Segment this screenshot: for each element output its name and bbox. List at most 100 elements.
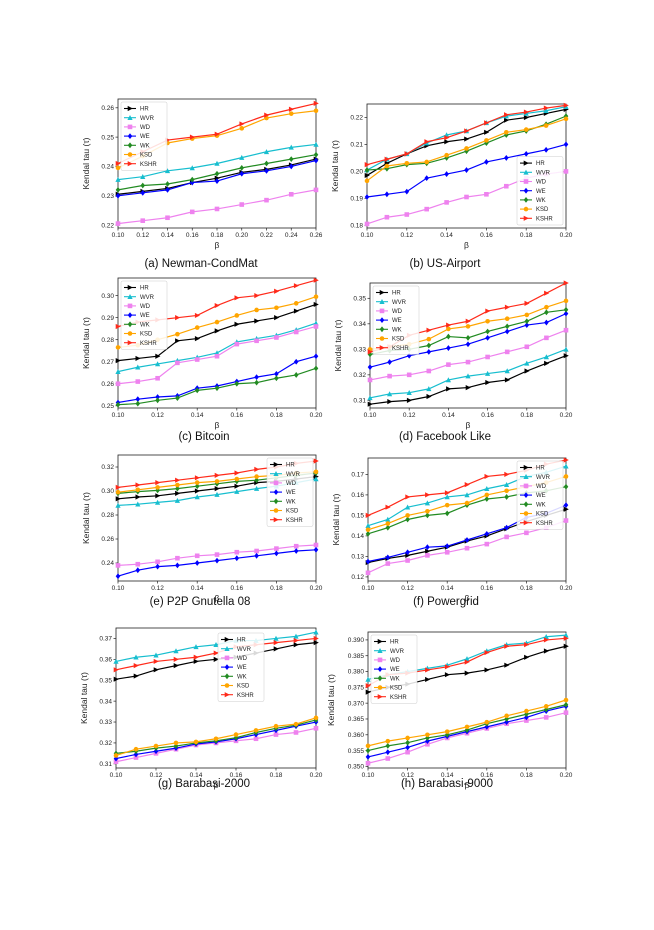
legend-label: KSD [286,509,299,515]
legend-label: WE [140,313,150,319]
x-tick-label: 0.10 [362,772,375,779]
data-point [135,355,141,362]
data-point [563,474,569,479]
data-point [313,546,319,553]
data-point [484,138,489,143]
data-point [213,642,219,648]
data-point [504,183,509,189]
data-point [543,108,549,114]
x-tick-label: 0.12 [403,412,416,419]
data-point [465,384,471,391]
x-axis-label: β [215,420,220,430]
data-point [464,194,469,200]
data-point [288,144,294,150]
data-point [367,377,373,383]
data-point [446,345,451,351]
y-tick-label: 0.390 [348,637,365,644]
y-tick-label: 0.24 [101,164,114,171]
data-point [239,164,245,171]
data-point [484,667,490,673]
data-point [274,315,280,321]
x-tick-label: 0.18 [520,232,533,239]
data-point [133,663,139,669]
data-point [444,171,449,177]
legend: HR WVR WD WE WK KSD KSHR [120,280,168,350]
data-point [405,549,410,556]
data-point [484,192,489,197]
legend-swatch-marker [523,501,529,508]
data-point [273,723,279,729]
data-point [233,732,239,737]
data-point [504,316,510,322]
legend-label: KSD [140,332,153,338]
legend-swatch-marker [523,492,529,498]
data-point [194,325,200,330]
legend-swatch-marker [127,331,133,336]
data-point [133,755,139,760]
legend-label: WD [392,309,403,315]
data-point [524,708,529,714]
data-point [385,524,391,531]
y-tick-label: 0.380 [348,669,365,676]
y-tick-label: 0.33 [353,347,366,354]
data-point [263,149,270,155]
x-axis-label: β [465,593,470,603]
data-point [465,359,471,365]
data-point [214,479,220,484]
data-point [264,167,269,174]
legend-swatch-marker [224,636,230,643]
data-point [194,494,200,500]
data-point [288,106,295,112]
data-point [426,327,432,333]
data-point [214,472,220,478]
data-point [214,302,220,309]
data-point [446,362,451,367]
data-point [425,553,430,558]
data-point [444,502,450,508]
data-point [504,662,510,668]
data-point [425,732,430,738]
legend-label: KSD [140,153,153,159]
data-point [194,357,200,362]
legend-swatch-marker [379,289,385,296]
legend-swatch-marker [523,179,529,184]
data-point [214,170,220,177]
data-point [239,202,245,207]
y-tick-label: 0.34 [99,698,112,705]
x-tick-label: 0.20 [560,412,573,419]
legend-swatch-marker [127,152,133,157]
data-point [543,354,549,360]
data-point [254,307,259,313]
legend-swatch-marker [127,321,133,328]
data-point [563,306,569,313]
data-point [189,165,195,171]
data-point [135,494,141,500]
data-point [135,487,141,493]
data-point [174,497,180,503]
data-point [254,477,259,484]
data-point [214,552,220,557]
legend-swatch-marker [523,206,529,212]
data-point [524,322,530,328]
data-point [425,544,430,551]
data-point [444,490,450,496]
data-point [313,108,319,114]
x-axis-label: β [215,240,220,250]
legend-swatch-marker [127,133,133,139]
legend-label: KSHR [237,693,254,699]
x-tick-label: 0.20 [560,585,573,592]
data-point [313,151,319,158]
data-point [155,397,160,404]
data-point [563,280,569,286]
data-point [293,642,299,648]
legend-swatch-marker [377,694,383,700]
legend-swatch-marker [379,299,385,304]
data-point [155,361,161,367]
data-point [365,754,371,760]
y-tick-label: 0.31 [99,761,112,768]
x-tick-label: 0.12 [400,232,413,239]
data-point [293,637,299,644]
data-point [563,502,569,509]
data-point [464,500,470,506]
data-point [115,484,121,490]
